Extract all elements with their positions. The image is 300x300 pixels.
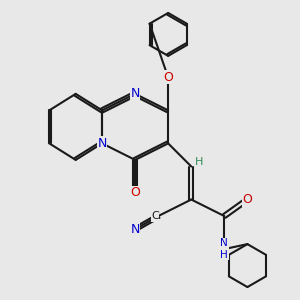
Text: O: O <box>130 186 140 200</box>
Text: N
H: N H <box>220 238 228 260</box>
Text: H: H <box>195 157 204 166</box>
Text: N: N <box>130 87 140 101</box>
Text: N: N <box>130 223 140 236</box>
Text: O: O <box>242 193 252 206</box>
Text: N: N <box>98 137 107 150</box>
Text: C: C <box>151 211 159 221</box>
Text: O: O <box>163 71 173 84</box>
